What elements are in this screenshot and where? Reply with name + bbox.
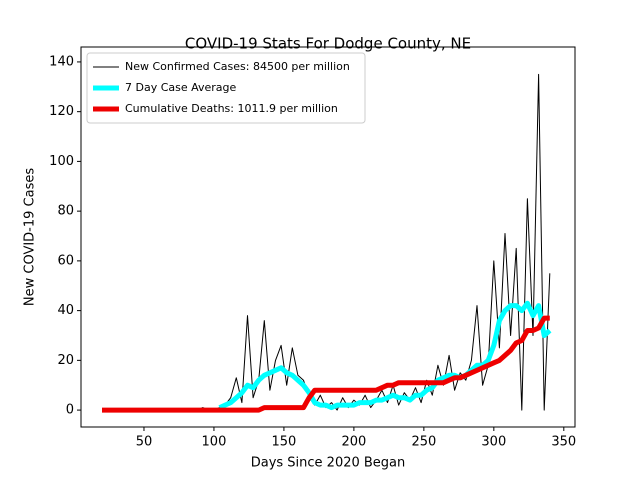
legend-box bbox=[86, 52, 366, 124]
x-tick-label: 300 bbox=[481, 435, 506, 450]
y-tick-label: 60 bbox=[57, 253, 74, 268]
legend-label: 7 Day Case Average bbox=[125, 81, 237, 94]
legend-label: New Confirmed Cases: 84500 per million bbox=[125, 60, 350, 73]
series-line bbox=[218, 300, 552, 411]
x-tick-label: 200 bbox=[341, 435, 366, 450]
chart-title: COVID-19 Stats For Dodge County, NE bbox=[185, 35, 471, 53]
y-tick-label: 140 bbox=[49, 54, 74, 69]
x-tick-label: 50 bbox=[136, 435, 153, 450]
x-axis-label: Days Since 2020 Began bbox=[251, 456, 406, 471]
y-tick-label: 80 bbox=[57, 204, 74, 219]
x-tick-label: 350 bbox=[551, 435, 576, 450]
legend-label: Cumulative Deaths: 1011.9 per million bbox=[125, 102, 338, 115]
y-tick-label: 100 bbox=[49, 154, 74, 169]
x-tick-label: 250 bbox=[411, 435, 436, 450]
y-tick-label: 0 bbox=[66, 403, 74, 418]
y-tick-label: 120 bbox=[49, 104, 74, 119]
y-axis-label: New COVID-19 Cases bbox=[23, 168, 38, 306]
x-tick-label: 100 bbox=[202, 435, 227, 450]
y-tick-label: 40 bbox=[57, 303, 74, 318]
y-tick-label: 20 bbox=[57, 353, 74, 368]
x-tick-label: 150 bbox=[272, 435, 297, 450]
series-line bbox=[102, 315, 550, 413]
plot-frame bbox=[80, 46, 576, 428]
